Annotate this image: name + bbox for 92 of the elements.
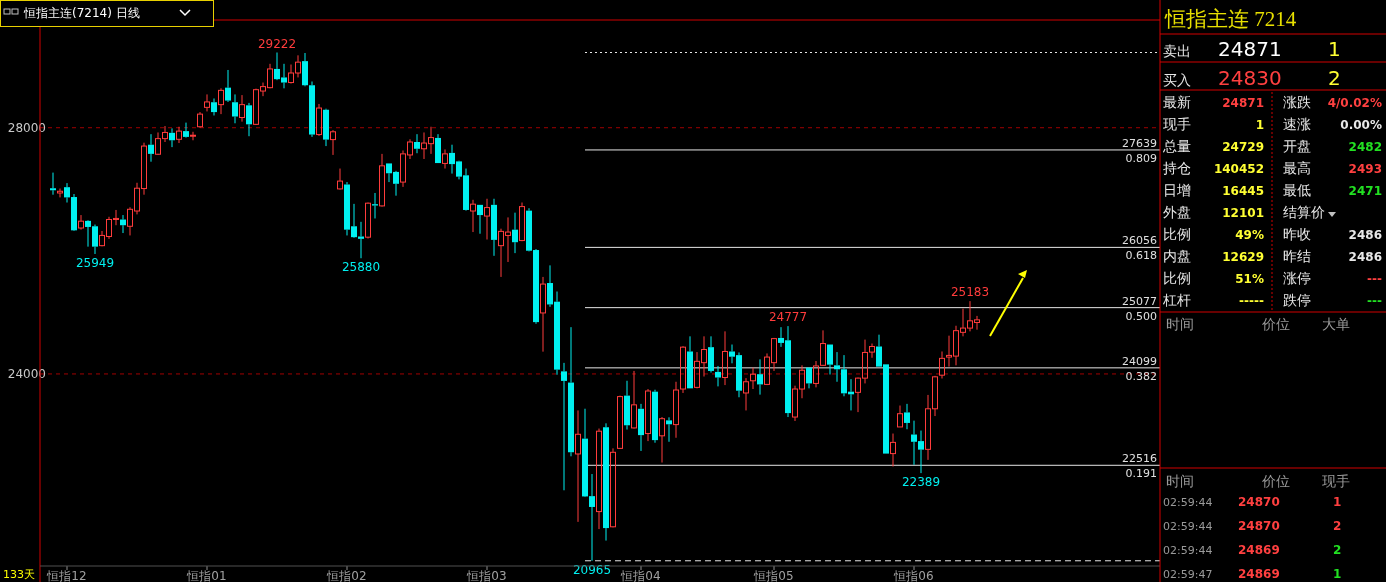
- text: 1: [1255, 118, 1264, 132]
- text: 最低: [1283, 182, 1311, 198]
- y-tick-label: 24000: [7, 366, 46, 381]
- text: 跌停: [1283, 292, 1311, 308]
- annotation: 0.618: [1125, 249, 1157, 263]
- annotation: 0.191: [1125, 467, 1157, 481]
- annotation: 0.500: [1125, 309, 1157, 323]
- text: 涨跌: [1283, 94, 1311, 110]
- text: 140452: [1213, 162, 1264, 176]
- text: 昨结: [1283, 248, 1311, 264]
- text: 02:59:44: [1163, 544, 1213, 557]
- text: 02:59:44: [1163, 520, 1213, 533]
- text: 持仓: [1163, 160, 1191, 176]
- text: 总量: [1162, 138, 1191, 154]
- annotation: 29222: [257, 36, 297, 51]
- text: 卖出: [1163, 43, 1191, 59]
- annotation: 26056: [1122, 234, 1157, 248]
- annotation: 0.809: [1125, 151, 1157, 165]
- text: 24830: [1218, 66, 1282, 90]
- text: 2486: [1348, 228, 1382, 242]
- text: 0.00%: [1340, 118, 1382, 132]
- text: 24869: [1238, 567, 1280, 581]
- annotation: 27639: [1122, 136, 1157, 150]
- annotation: 24777: [768, 310, 808, 325]
- x-tick-label: 恒指03: [466, 569, 507, 582]
- text: 价位: [1261, 473, 1290, 489]
- text: 买入: [1163, 72, 1191, 88]
- text: 2: [1328, 66, 1341, 90]
- text: 开盘: [1283, 138, 1311, 154]
- text: 2471: [1348, 184, 1382, 198]
- text: 133天: [3, 568, 35, 581]
- x-tick-label: 恒指05: [753, 569, 794, 582]
- text: ---: [1367, 294, 1383, 308]
- annotation: 25949: [75, 255, 115, 270]
- text: 最新: [1163, 94, 1191, 110]
- text: 大单: [1322, 316, 1350, 332]
- text: 结算价: [1283, 204, 1325, 220]
- text: 速涨: [1283, 116, 1311, 132]
- text: 24869: [1238, 543, 1280, 557]
- text: 02:59:44: [1163, 496, 1213, 509]
- chart-title: 恒指主连(7214) 日线: [23, 6, 140, 20]
- text: 外盘: [1163, 204, 1191, 220]
- text: 时间: [1166, 316, 1194, 332]
- text: 16445: [1222, 184, 1264, 198]
- text: 2486: [1348, 250, 1382, 264]
- text: 现手: [1322, 473, 1350, 489]
- annotation: 25183: [950, 285, 990, 300]
- text: 24871: [1218, 37, 1282, 61]
- annotation: 22389: [901, 475, 941, 490]
- y-tick-label: 28000: [7, 120, 46, 135]
- text: 恒指主连 7214: [1164, 7, 1297, 31]
- text: 24729: [1222, 140, 1264, 154]
- text: 2482: [1348, 140, 1382, 154]
- x-tick-label: 恒指04: [620, 569, 661, 582]
- text: 1: [1333, 567, 1342, 581]
- text: 价位: [1261, 316, 1290, 332]
- annotation: 24099: [1122, 354, 1157, 368]
- x-tick-label: 恒指12: [46, 569, 87, 582]
- text: 2: [1333, 543, 1342, 557]
- text: 最高: [1283, 160, 1311, 176]
- text: 日增: [1163, 182, 1191, 198]
- text: 24870: [1238, 519, 1280, 533]
- x-tick-label: 恒指02: [326, 569, 367, 582]
- annotation: 20965: [572, 562, 612, 577]
- text: 比例: [1163, 270, 1191, 286]
- text: 12629: [1222, 250, 1264, 264]
- text: 24870: [1238, 495, 1280, 509]
- annotation: 22516: [1122, 452, 1157, 466]
- text: 现手: [1163, 116, 1191, 132]
- text: 2493: [1348, 162, 1382, 176]
- annotation: 0.382: [1125, 369, 1157, 383]
- text: 02:59:47: [1163, 568, 1213, 581]
- text: ---: [1367, 272, 1383, 286]
- text: 昨收: [1283, 226, 1311, 242]
- text: 涨停: [1283, 270, 1311, 286]
- text: 内盘: [1163, 248, 1191, 264]
- text: 1: [1333, 495, 1342, 509]
- text: 杠杆: [1162, 292, 1191, 308]
- text: 1: [1328, 37, 1341, 61]
- x-tick-label: 恒指06: [893, 569, 934, 582]
- text: 时间: [1166, 473, 1194, 489]
- text: 24871: [1222, 96, 1264, 110]
- annotation: 25880: [341, 260, 381, 275]
- annotation: 25077: [1122, 294, 1157, 308]
- text: 比例: [1163, 226, 1191, 242]
- text: 4/0.02%: [1327, 96, 1382, 110]
- text: 2: [1333, 519, 1342, 533]
- text: -----: [1239, 294, 1265, 308]
- text: 12101: [1222, 206, 1264, 220]
- x-tick-label: 恒指01: [186, 569, 227, 582]
- text: 51%: [1235, 272, 1264, 286]
- text: 49%: [1235, 228, 1264, 242]
